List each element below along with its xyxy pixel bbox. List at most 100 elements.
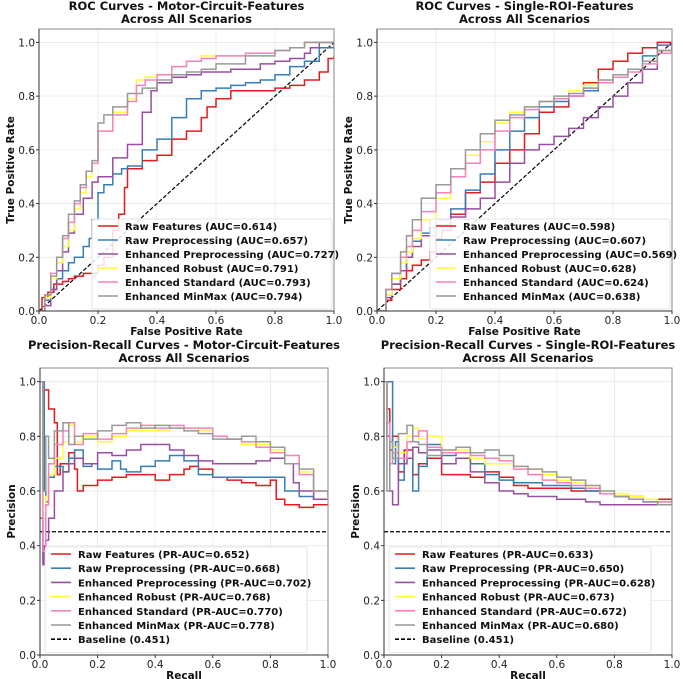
y-tick-label: 0.8	[356, 91, 373, 103]
legend-box	[388, 546, 652, 653]
legend-label: Raw Features (PR-AUC=0.652)	[78, 550, 249, 561]
y-tick-label: 0.0	[363, 650, 380, 662]
legend-box	[44, 546, 308, 653]
legend-label: Enhanced Standard (PR-AUC=0.770)	[78, 607, 283, 618]
panel-1: ROC Curves - Motor-Circuit-FeaturesAcros…	[5, 0, 342, 338]
legend-label: Enhanced Standard (AUC=0.793)	[125, 278, 311, 289]
panel-3: Precision-Recall Curves - Motor-Circuit-…	[6, 338, 340, 679]
y-tick-label: 1.0	[18, 37, 35, 49]
series-line-raw-preprocessing	[39, 42, 334, 311]
series-group	[377, 41, 672, 311]
series-line-raw-features	[40, 380, 328, 509]
legend-label: Enhanced Robust (PR-AUC=0.673)	[422, 593, 615, 604]
legend-label: Raw Preprocessing (PR-AUC=0.668)	[78, 564, 280, 575]
y-tick-label: 0.4	[18, 199, 35, 211]
y-axis-label: True Positive Rate	[5, 116, 17, 224]
x-tick-label: 0.6	[204, 659, 221, 671]
x-tick-label: 0.6	[546, 315, 563, 327]
chart-title: ROC Curves - Single-ROI-Features	[415, 0, 633, 13]
x-tick-label: 0.4	[147, 659, 164, 671]
series-line-enhanced-minmax	[39, 41, 334, 311]
x-tick-label: 0.2	[433, 659, 450, 671]
series-line-enhanced-preprocessing	[40, 443, 328, 566]
x-tick-label: 1.0	[326, 315, 343, 327]
chart-title: Precision-Recall Curves - Motor-Circuit-…	[28, 338, 340, 352]
x-tick-label: 0.2	[90, 315, 107, 327]
series-group	[384, 380, 672, 506]
diagonal-reference-line	[376, 41, 673, 312]
legend-label: Enhanced Preprocessing (PR-AUC=0.628)	[422, 578, 655, 589]
x-axis-label: Recall	[510, 670, 546, 679]
x-tick-label: 0.0	[369, 315, 386, 327]
x-tick-label: 0.4	[491, 659, 508, 671]
x-tick-label: 0.2	[428, 315, 445, 327]
y-tick-label: 0.4	[363, 541, 380, 553]
y-tick-label: 1.0	[363, 377, 380, 389]
x-axis-label: False Positive Rate	[130, 326, 243, 338]
legend-label: Raw Preprocessing (AUC=0.607)	[463, 236, 646, 247]
y-tick-label: 0.8	[19, 431, 36, 443]
y-tick-label: 0.8	[363, 431, 380, 443]
legend-label: Enhanced MinMax (AUC=0.794)	[125, 292, 302, 303]
legend-box	[91, 218, 333, 310]
legend-label: Enhanced Preprocessing (PR-AUC=0.702)	[78, 578, 311, 589]
x-tick-label: 1.0	[320, 659, 337, 671]
y-tick-label: 1.0	[356, 37, 373, 49]
y-tick-label: 0.2	[363, 595, 380, 607]
series-line-enhanced-standard	[40, 380, 328, 552]
x-tick-label: 0.8	[605, 315, 622, 327]
legend-label: Enhanced Standard (PR-AUC=0.672)	[422, 607, 627, 618]
x-tick-label: 1.0	[664, 315, 681, 327]
x-tick-label: 0.0	[31, 315, 48, 327]
legend-label: Enhanced Robust (PR-AUC=0.768)	[78, 593, 271, 604]
y-tick-label: 0.0	[18, 306, 35, 318]
legend-label: Enhanced Robust (AUC=0.791)	[125, 264, 298, 275]
y-tick-label: 0.2	[18, 252, 35, 264]
chart-title: ROC Curves - Motor-Circuit-Features	[69, 0, 305, 13]
legend-label: Baseline (0.451)	[78, 635, 170, 646]
series-line-enhanced-preprocessing	[39, 41, 334, 311]
x-tick-label: 0.0	[376, 659, 393, 671]
x-tick-label: 0.8	[606, 659, 623, 671]
series-group	[39, 41, 334, 311]
y-tick-label: 0.4	[356, 199, 373, 211]
legend-label: Enhanced MinMax (PR-AUC=0.680)	[422, 621, 619, 632]
chart-title: Across All Scenarios	[119, 351, 250, 365]
legend-label: Enhanced Standard (AUC=0.624)	[463, 278, 649, 289]
series-line-enhanced-minmax	[40, 380, 328, 497]
panel-4: Precision-Recall Curves - Single-ROI-Fea…	[350, 338, 680, 679]
y-tick-label: 1.0	[19, 377, 36, 389]
chart-title: Across All Scenarios	[121, 12, 252, 26]
x-tick-label: 0.4	[487, 315, 504, 327]
y-tick-label: 0.6	[363, 486, 380, 498]
legend: Raw Features (AUC=0.614) Raw Preprocessin…	[91, 218, 339, 310]
legend-label: Enhanced Robust (AUC=0.628)	[463, 264, 636, 275]
legend-label: Raw Preprocessing (AUC=0.657)	[125, 236, 308, 247]
chart-title: Across All Scenarios	[463, 351, 594, 365]
y-tick-label: 0.2	[19, 595, 36, 607]
chart-title: Precision-Recall Curves - Single-ROI-Fea…	[381, 338, 676, 352]
legend-label: Raw Features (AUC=0.614)	[125, 222, 277, 233]
legend-label: Raw Features (PR-AUC=0.633)	[422, 550, 593, 561]
series-line-raw-features	[377, 41, 672, 311]
y-tick-label: 0.2	[356, 252, 373, 264]
y-tick-label: 0.6	[356, 145, 373, 157]
series-line-enhanced-preprocessing	[384, 380, 672, 506]
y-tick-label: 0.8	[18, 91, 35, 103]
diagonal-reference-line	[38, 41, 335, 312]
y-tick-label: 0.6	[19, 486, 36, 498]
x-tick-label: 1.0	[664, 659, 681, 671]
y-axis-label: Precision	[350, 484, 362, 538]
legend: Raw Features (PR-AUC=0.652) Raw Preproces…	[44, 546, 311, 653]
x-tick-label: 0.0	[32, 659, 49, 671]
x-tick-label: 0.8	[267, 315, 284, 327]
y-tick-label: 0.4	[19, 541, 36, 553]
series-line-enhanced-minmax	[377, 42, 672, 311]
legend-box	[429, 218, 671, 310]
x-tick-label: 0.6	[208, 315, 225, 327]
chart-title: Across All Scenarios	[459, 12, 590, 26]
legend-label: Raw Preprocessing (PR-AUC=0.650)	[422, 564, 624, 575]
series-group	[40, 380, 328, 566]
legend-label: Baseline (0.451)	[422, 635, 514, 646]
